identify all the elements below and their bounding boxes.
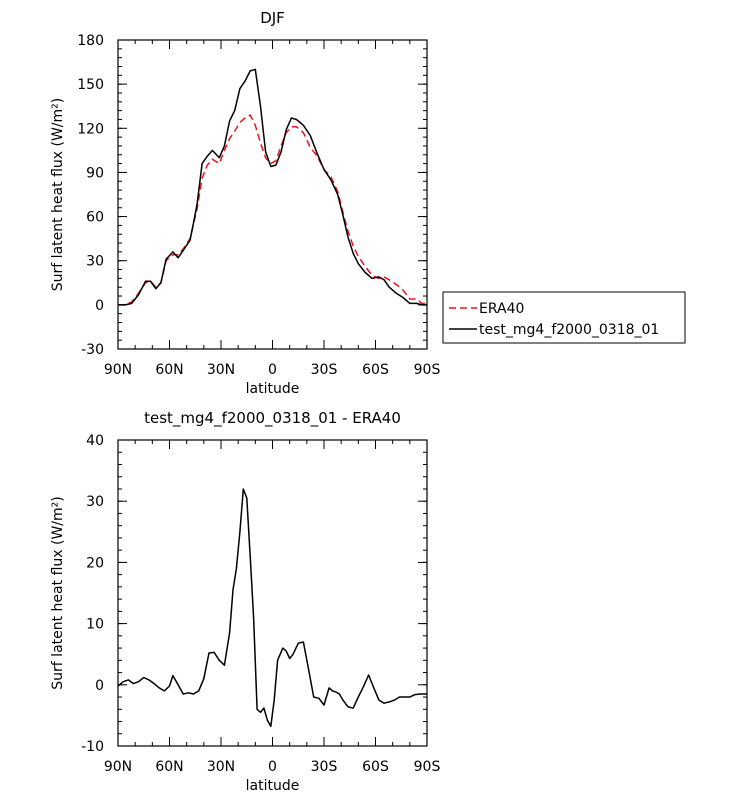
x-tick-label: 60S: [362, 362, 389, 378]
y-tick-label: 10: [86, 617, 104, 633]
top-panel-djf: DJF 90N 60N 30N 0 30S 60S 90S -30 0 30 60 90 120 150 18…: [50, 9, 686, 397]
chart-title: DJF: [260, 9, 285, 27]
y-tick-label: 40: [86, 433, 104, 449]
y-tick-label: -30: [81, 342, 104, 358]
y-axis-label: Surf latent heat flux (W/m²): [50, 98, 66, 291]
x-tick-label: 60N: [155, 362, 183, 378]
series-line-era40: [118, 114, 427, 306]
x-tick-label: 0: [268, 362, 277, 378]
x-tick-label: 90N: [104, 759, 132, 775]
plot-frame: [117, 39, 428, 350]
legend-label: ERA40: [479, 301, 524, 317]
y-tick-label: 180: [77, 33, 104, 49]
x-tick-label: 30S: [311, 759, 338, 775]
x-tick-label: 30S: [311, 362, 338, 378]
y-tick-label: 150: [77, 77, 104, 93]
y-tick-label: -10: [81, 739, 104, 755]
y-axis-label: Surf latent heat flux (W/m²): [50, 496, 66, 689]
x-axis-label: latitude: [246, 778, 300, 794]
x-axis-label: latitude: [246, 381, 300, 397]
y-tick-label: 30: [86, 254, 104, 270]
bottom-panel-difference: test_mg4_f2000_0318_01 - ERA40 90N 60N 30N 0…: [50, 409, 440, 794]
y-tick-label: 120: [77, 121, 104, 137]
x-tick-label: 0: [268, 759, 277, 775]
x-tick-label: 60S: [362, 759, 389, 775]
y-tick-label: 60: [86, 210, 104, 226]
y-tick-label: 30: [86, 494, 104, 510]
y-tick-label: 20: [86, 555, 104, 571]
x-tick-label: 90S: [414, 759, 441, 775]
series-line-difference: [117, 488, 427, 728]
x-tick-label: 90S: [414, 362, 441, 378]
legend-box: [442, 291, 686, 344]
y-tick-label: 90: [86, 165, 104, 181]
legend-label: test_mg4_f2000_0318_01: [479, 322, 659, 338]
chart-title: test_mg4_f2000_0318_01 - ERA40: [144, 409, 401, 428]
x-tick-label: 60N: [155, 759, 183, 775]
x-tick-label: 30N: [207, 362, 235, 378]
x-tick-label: 90N: [104, 362, 132, 378]
x-tick-label: 30N: [207, 759, 235, 775]
plot-frame: [117, 439, 428, 747]
series-line-test-mg4-f2000-0318-01: [118, 68, 427, 306]
y-tick-label: 0: [95, 678, 104, 694]
y-tick-label: 0: [95, 298, 104, 314]
